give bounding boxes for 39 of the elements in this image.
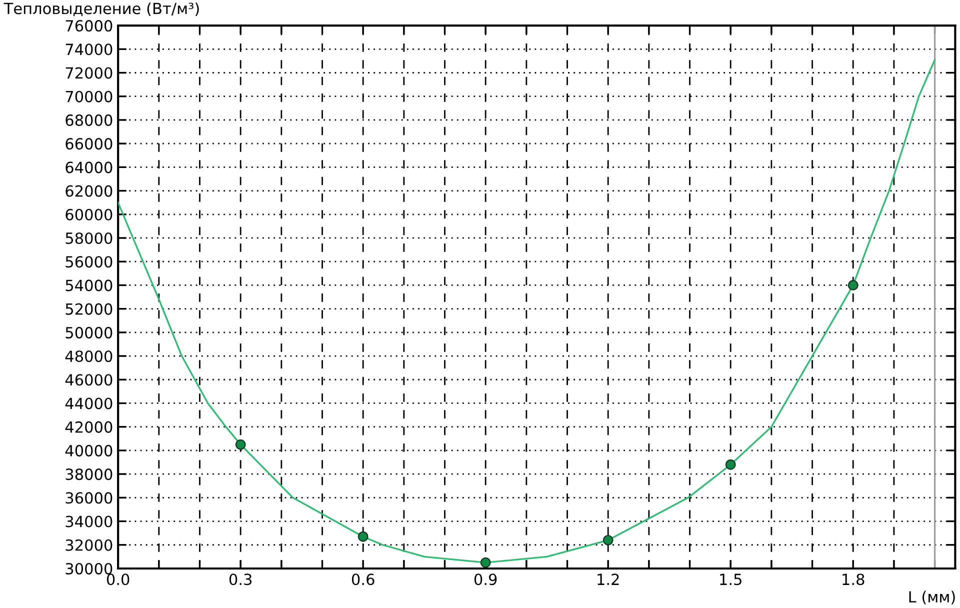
y-tick-label: 60000 — [66, 208, 112, 220]
point — [725, 459, 736, 470]
x-axis-title: L (мм) — [909, 590, 955, 604]
y-tick-label: 76000 — [66, 20, 112, 32]
y-tick-label: 66000 — [66, 138, 112, 150]
point — [235, 439, 246, 450]
x-tick-label: 0.0 — [106, 574, 130, 586]
y-tick-label: 40000 — [65, 444, 112, 456]
y-tick-label: 32000 — [66, 539, 112, 551]
y-tick-label: 36000 — [66, 492, 112, 504]
y-tick-label: 46000 — [65, 374, 112, 386]
y-tick-label: 64000 — [66, 162, 112, 174]
x-tick-label: 0.9 — [474, 574, 497, 586]
y-tick-label: 52000 — [66, 303, 112, 315]
y-axis-title: Тепловыделение (Вт/м³) — [4, 2, 199, 16]
y-tick-label: 58000 — [66, 232, 112, 244]
point — [602, 534, 614, 546]
y-tick-label: 56000 — [66, 256, 112, 268]
y-tick-label: 50000 — [66, 326, 112, 338]
y-tick-label: 42000 — [65, 421, 112, 433]
point — [480, 557, 491, 568]
y-tick-label: 68000 — [66, 114, 112, 126]
y-tick-label: 54000 — [66, 280, 112, 292]
y-tick-label: 34000 — [66, 516, 112, 528]
y-tick-label: 70000 — [66, 90, 112, 102]
x-tick-label: 0.6 — [352, 574, 374, 586]
y-tick-label: 38000 — [66, 468, 112, 480]
point — [358, 531, 368, 542]
y-tick-label: 44000 — [65, 398, 112, 410]
x-tick-label: 0.3 — [229, 574, 252, 586]
x-tick-label: 1.5 — [720, 574, 742, 586]
y-tick-label: 30000 — [66, 562, 112, 574]
y-tick-label: 62000 — [66, 185, 112, 197]
point — [848, 280, 858, 290]
x-tick-label: 1.2 — [598, 574, 619, 585]
y-tick-label: 48000 — [65, 350, 112, 362]
y-tick-label: 72000 — [66, 67, 112, 79]
x-tick-label: 1.8 — [842, 574, 864, 586]
y-tick-label: 74000 — [66, 44, 112, 56]
